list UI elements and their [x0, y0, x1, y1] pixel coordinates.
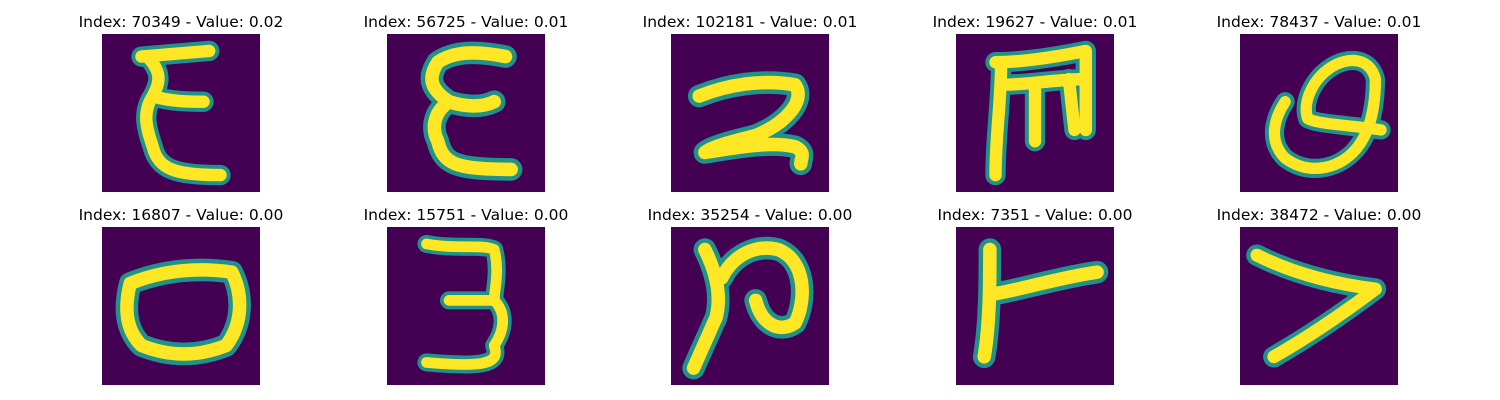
glyph-0-like — [115, 258, 251, 366]
panel-7: Index: 15751 - Value: 0.00 — [356, 205, 576, 385]
panel-title: Index: 78437 - Value: 0.01 — [1216, 13, 1422, 31]
glyph-q-like — [1264, 50, 1391, 178]
glyph-3-like — [417, 234, 512, 374]
digit-image — [1240, 34, 1398, 192]
panel-title: Index: 19627 - Value: 0.01 — [932, 13, 1138, 31]
panel-title: Index: 16807 - Value: 0.00 — [78, 206, 284, 224]
glyph-t-like — [972, 238, 1109, 369]
panel-9: Index: 7351 - Value: 0.00 — [925, 205, 1145, 385]
panel-3: Index: 102181 - Value: 0.01 — [640, 12, 860, 192]
glyph-2-like — [687, 71, 814, 176]
panel-title: Index: 7351 - Value: 0.00 — [937, 206, 1133, 224]
panel-title: Index: 38472 - Value: 0.00 — [1216, 206, 1422, 224]
glyph-e-like — [420, 41, 523, 181]
panel-10: Index: 38472 - Value: 0.00 — [1209, 205, 1429, 385]
panel-title: Index: 70349 - Value: 0.02 — [78, 13, 284, 31]
panel-title: Index: 35254 - Value: 0.00 — [647, 206, 853, 224]
panel-4: Index: 19627 - Value: 0.01 — [925, 12, 1145, 192]
digit-image — [671, 227, 829, 385]
panel-5: Index: 78437 - Value: 0.01 — [1209, 12, 1429, 192]
glyph-e-like — [131, 40, 231, 186]
digit-image — [671, 34, 829, 192]
glyph-m-like — [985, 40, 1096, 186]
digit-image — [102, 227, 260, 385]
digit-image — [387, 227, 545, 385]
digit-image — [956, 34, 1114, 192]
digit-image — [387, 34, 545, 192]
panel-2: Index: 56725 - Value: 0.01 — [356, 12, 576, 192]
digit-image — [102, 34, 260, 192]
glyph-7-like — [1246, 244, 1387, 368]
panel-6: Index: 16807 - Value: 0.00 — [71, 205, 291, 385]
panel-title: Index: 56725 - Value: 0.01 — [363, 13, 569, 31]
panel-title: Index: 102181 - Value: 0.01 — [642, 13, 858, 31]
panel-8: Index: 35254 - Value: 0.00 — [640, 205, 860, 385]
digit-image — [956, 227, 1114, 385]
glyph-n-like — [682, 236, 814, 380]
panel-1: Index: 70349 - Value: 0.02 — [71, 12, 291, 192]
digit-image — [1240, 227, 1398, 385]
panel-title: Index: 15751 - Value: 0.00 — [363, 206, 569, 224]
